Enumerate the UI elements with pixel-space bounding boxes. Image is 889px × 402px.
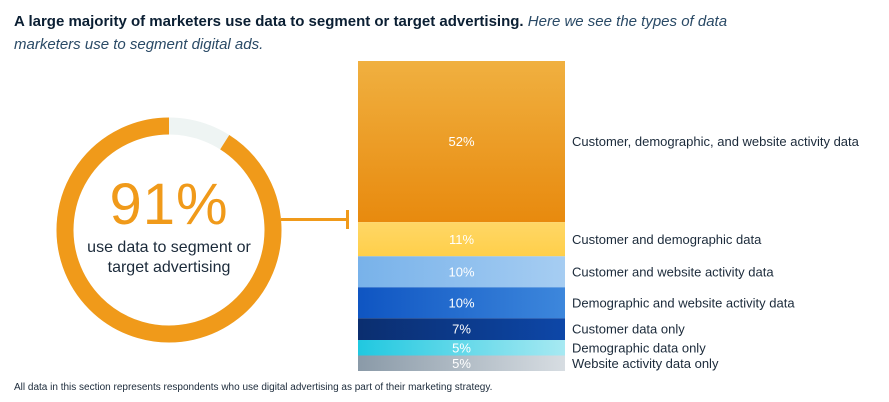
segment-value-label-2: 11% xyxy=(449,232,474,247)
category-label-7: Website activity data only xyxy=(572,356,719,371)
donut-ring xyxy=(56,117,282,343)
segment-value-label-3: 10% xyxy=(448,264,474,279)
segment-value-label-4: 10% xyxy=(448,295,474,310)
bar-segments xyxy=(358,61,565,371)
donut-chart: 91% use data to segment or target advert… xyxy=(54,99,284,361)
bar-segment-5 xyxy=(358,318,565,340)
bar-segment-1 xyxy=(358,61,565,223)
category-label-6: Demographic data only xyxy=(572,340,706,355)
segment-value-label-5: 7% xyxy=(452,322,471,337)
bar-segment-4 xyxy=(358,287,565,319)
header-italic-subtitle: Here we see the types of data marketers … xyxy=(14,13,728,53)
segment-value-label-6: 5% xyxy=(452,340,471,355)
bar-segment-6 xyxy=(358,340,565,356)
bar-segment-7 xyxy=(358,355,565,371)
donut-filled-arc xyxy=(56,117,282,343)
category-label-2: Customer and demographic data xyxy=(572,232,762,247)
donut-center: 91% use data to segment or target advert… xyxy=(54,99,284,361)
category-label-5: Customer data only xyxy=(572,322,685,337)
category-label-3: Customer and website activity data xyxy=(572,264,774,279)
connector-line xyxy=(281,218,348,221)
connector-cap xyxy=(346,210,349,229)
chart-header: A large majority of marketers use data t… xyxy=(14,10,774,56)
footnote: All data in this section represents resp… xyxy=(14,382,493,393)
category-label-4: Demographic and website activity data xyxy=(572,295,795,310)
segment-value-label-1: 52% xyxy=(448,134,474,149)
header-bold-title: A large majority of marketers use data t… xyxy=(14,13,524,30)
category-labels: Customer, demographic, and website activ… xyxy=(572,134,860,371)
segment-labels: 52% 11% 10% 10% 7% 5%5% xyxy=(448,134,474,371)
segment-value-label-7: 5% xyxy=(452,356,471,371)
category-label-1: Customer, demographic, and website activ… xyxy=(572,134,860,149)
bar-segment-2 xyxy=(358,222,565,257)
bar-segment-3 xyxy=(358,256,565,288)
donut-label: use data to segment or target advertisin… xyxy=(87,239,251,276)
donut-value: 91% xyxy=(109,172,229,237)
